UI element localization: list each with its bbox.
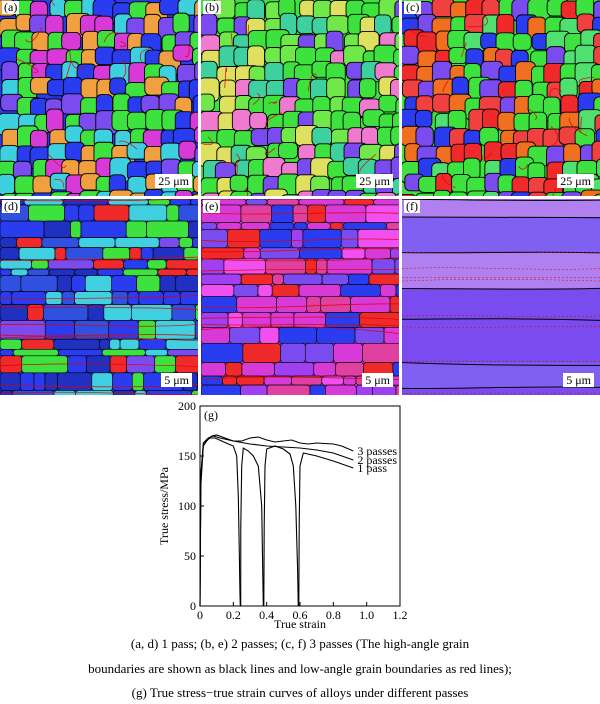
y-tick-label: 50 — [184, 549, 196, 563]
panel-label-a: (a) — [2, 0, 20, 14]
ebsd-panel-c: (c) 25 μm — [402, 0, 600, 196]
ebsd-map-f — [402, 199, 600, 395]
ebsd-panel-f: (f) 5 μm — [402, 199, 600, 395]
y-tick-label: 150 — [178, 449, 196, 463]
series-label: 3 passes — [357, 444, 397, 458]
x-tick-label: 0 — [197, 608, 203, 622]
ebsd-panel-a: (a) 25 μm — [0, 0, 198, 196]
series-label: 2 passes — [357, 453, 397, 467]
y-tick-label: 0 — [190, 599, 196, 613]
x-tick-label: 0.8 — [326, 608, 341, 622]
x-tick-label: 0.4 — [259, 608, 274, 622]
panel-label-d: (d) — [2, 199, 20, 213]
panel-label-b: (b) — [203, 0, 221, 14]
ebsd-panel-b: (b) 25 μm — [201, 0, 399, 196]
series-line-2-passes — [199, 435, 354, 607]
caption-line-2: boundaries are shown as black lines and … — [88, 661, 512, 676]
series-line-1-pass — [240, 447, 264, 607]
panel-label-e: (e) — [203, 199, 221, 213]
x-tick-label: 1.2 — [393, 608, 408, 622]
series-label: 1 pass — [357, 461, 387, 475]
ebsd-panel-e: (e) 5 μm — [201, 199, 399, 395]
y-axis-label: True stress/MPa — [157, 466, 171, 545]
scale-bar-d: 5 μm — [161, 373, 192, 387]
scale-bar-f: 5 μm — [563, 373, 594, 387]
ebsd-map-b — [201, 0, 399, 196]
scale-bar-e: 5 μm — [362, 373, 393, 387]
ebsd-map-c — [402, 0, 600, 196]
x-axis-label: True strain — [274, 617, 326, 631]
series-line-1-pass — [263, 445, 299, 607]
x-tick-label: 1.0 — [359, 608, 374, 622]
panel-label-f: (f) — [404, 199, 420, 213]
chart-panel-label: (g) — [204, 408, 218, 422]
scale-bar-a: 25 μm — [155, 174, 192, 188]
ebsd-map-d — [0, 199, 198, 395]
ebsd-map-e — [201, 199, 399, 395]
scale-bar-b: 25 μm — [356, 174, 393, 188]
series-line-1-pass — [298, 452, 354, 607]
caption-line-1: (a, d) 1 pass; (b, e) 2 passes; (c, f) 3… — [130, 636, 470, 651]
caption-line-3: (g) True stress−true strain curves of al… — [131, 685, 469, 700]
y-tick-label: 100 — [178, 499, 196, 513]
panel-label-c: (c) — [404, 0, 422, 14]
x-tick-label: 0.6 — [293, 608, 308, 622]
scale-bar-c: 25 μm — [557, 174, 594, 188]
ebsd-panel-d: (d) 5 μm — [0, 199, 198, 395]
series-line-1-pass — [199, 437, 241, 607]
y-tick-label: 200 — [178, 399, 196, 413]
ebsd-map-a — [0, 0, 198, 196]
x-tick-label: 0.2 — [226, 608, 241, 622]
series-line-3-passes — [199, 434, 354, 607]
